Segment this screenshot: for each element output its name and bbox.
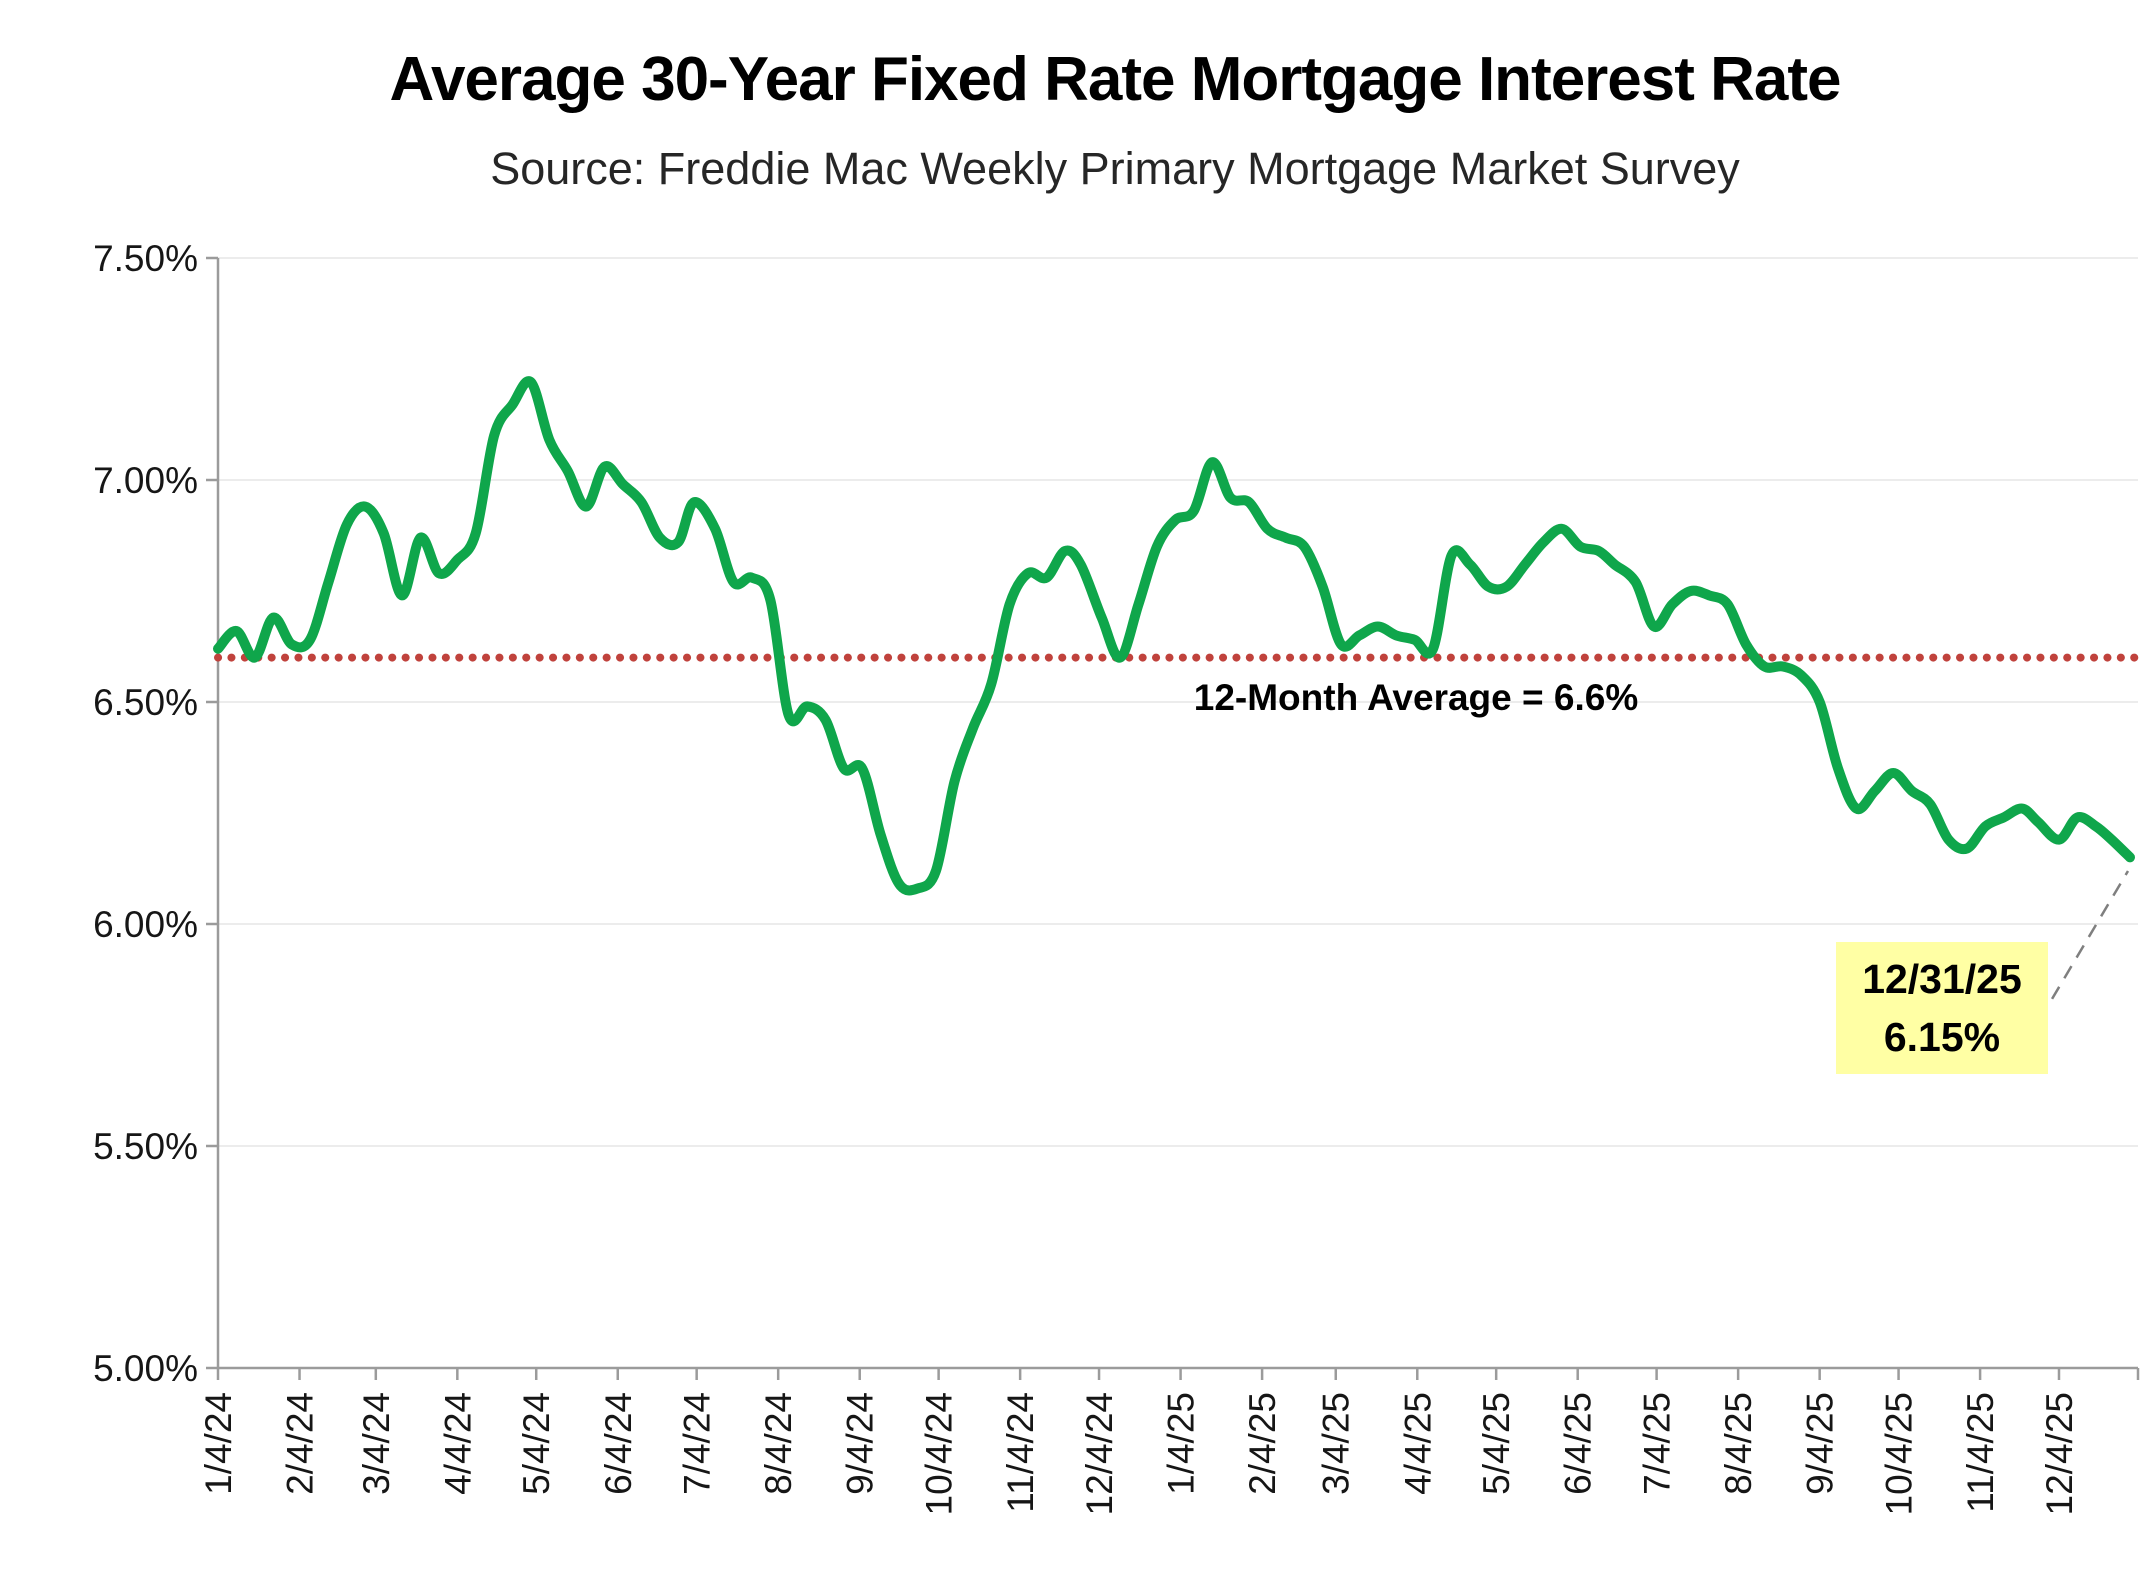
x-tick-label: 12/4/25: [2039, 1392, 2080, 1515]
x-tick-label: 11/4/24: [1000, 1392, 1041, 1513]
y-tick-label: 6.50%: [93, 682, 198, 723]
x-tick-label: 10/4/24: [919, 1392, 960, 1515]
mortgage-rate-line: [213, 376, 2135, 896]
x-tick-label: 9/4/24: [840, 1392, 881, 1495]
annotation-date: 12/31/25: [1862, 956, 2022, 1002]
x-tick-label: 6/4/24: [598, 1392, 639, 1495]
mortgage-rate-chart: Average 30-Year Fixed Rate Mortgage Inte…: [40, 16, 2150, 1566]
chart-title: Average 30-Year Fixed Rate Mortgage Inte…: [389, 45, 1841, 114]
x-tick-label: 2/4/25: [1242, 1392, 1283, 1495]
x-tick-label: 2/4/24: [280, 1392, 321, 1495]
y-tick-label: 7.00%: [93, 460, 198, 501]
x-tick-label: 1/4/25: [1161, 1392, 1202, 1495]
chart-subtitle: Source: Freddie Mac Weekly Primary Mortg…: [490, 143, 1740, 194]
y-tick-label: 5.50%: [93, 1126, 198, 1167]
x-tick-label: 9/4/25: [1800, 1392, 1841, 1495]
annotation-callout: 12/31/25 6.15%: [1836, 942, 2048, 1074]
x-tick-label: 8/4/25: [1718, 1392, 1759, 1495]
x-tick-label: 7/4/24: [677, 1392, 718, 1495]
x-tick-label: 7/4/25: [1637, 1392, 1678, 1495]
x-tick-label: 4/4/25: [1397, 1392, 1438, 1495]
y-tick-label: 6.00%: [93, 904, 198, 945]
x-tick-label: 5/4/25: [1476, 1392, 1517, 1495]
y-tick-label: 7.50%: [93, 238, 198, 279]
x-tick-label: 4/4/24: [437, 1392, 478, 1495]
x-tick-label: 11/4/25: [1960, 1392, 2001, 1513]
x-tick-label: 1/4/24: [198, 1392, 239, 1495]
x-tick-label: 6/4/25: [1558, 1392, 1599, 1495]
y-tick-label: 5.00%: [93, 1348, 198, 1389]
x-tick-label: 3/4/24: [356, 1392, 397, 1495]
x-tick-label: 8/4/24: [758, 1392, 799, 1495]
average-line-label: 12-Month Average = 6.6%: [1193, 677, 1639, 718]
x-tick-label: 10/4/25: [1879, 1392, 1920, 1515]
x-tick-label: 3/4/25: [1316, 1392, 1357, 1495]
x-tick-label: 12/4/24: [1079, 1392, 1120, 1515]
annotation-value: 6.15%: [1883, 1014, 2001, 1060]
plot-area: 7.50% 7.00% 6.50% 6.00% 5.50% 5.00%1/4/24 2/4/…: [93, 238, 2142, 1515]
x-tick-label: 5/4/24: [516, 1392, 557, 1495]
